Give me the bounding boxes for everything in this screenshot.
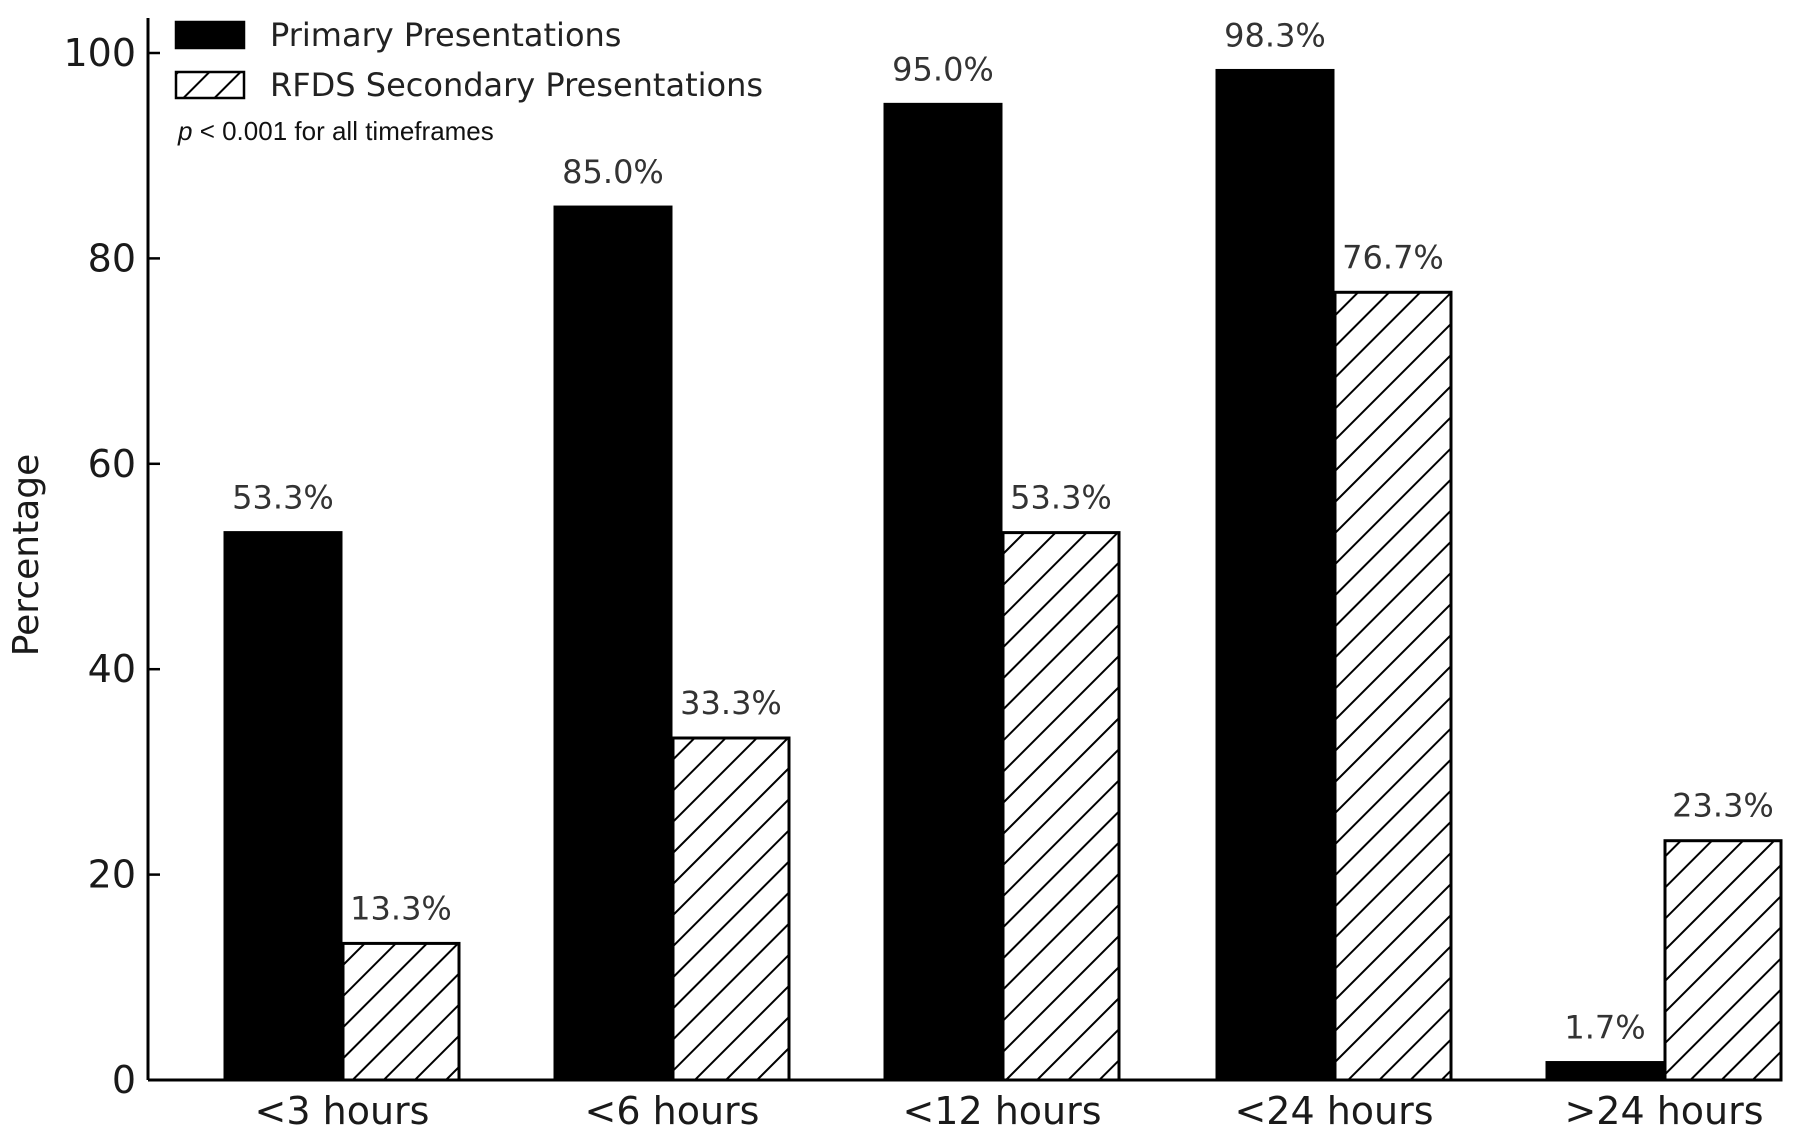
secondary-value-label-2: 33.3% xyxy=(680,684,782,722)
primary-value-label-5: 1.7% xyxy=(1564,1009,1645,1047)
primary-value-label-4: 98.3% xyxy=(1224,16,1326,54)
legend-swatch-secondary xyxy=(174,70,246,100)
y-tick-label-40: 40 xyxy=(88,647,136,691)
y-tick-label-100: 100 xyxy=(63,31,136,75)
primary-bar-5[interactable] xyxy=(1545,1061,1665,1082)
secondary-bar-2[interactable] xyxy=(671,736,791,1082)
primary-bar-2[interactable] xyxy=(553,205,673,1082)
x-tick-label-2: <6 hours xyxy=(585,1089,760,1133)
x-tick-label-1: <3 hours xyxy=(255,1089,430,1133)
secondary-value-label-4: 76.7% xyxy=(1342,238,1444,276)
secondary-bar-1[interactable] xyxy=(341,941,461,1082)
axes-layer: 0 20 40 60 80 100 <3 hours <6 hours <12 hours <24… xyxy=(6,18,1782,1133)
legend-label-secondary: RFDS Secondary Presentations xyxy=(270,66,763,104)
significance-note: p < 0.001 for all timeframes xyxy=(177,116,494,146)
secondary-value-label-5: 23.3% xyxy=(1672,787,1774,825)
x-tick-label-3: <12 hours xyxy=(902,1089,1101,1133)
data-labels-layer: 53.3% 85.0% 95.0% 98.3% 1.7% 13.3% 33.3% 53.3% 7… xyxy=(232,16,1774,1046)
legend-swatch-primary xyxy=(174,20,246,50)
secondary-value-label-1: 13.3% xyxy=(350,889,452,927)
secondary-bar-5[interactable] xyxy=(1663,839,1783,1082)
y-tick-label-80: 80 xyxy=(88,236,136,280)
note-p-symbol: p xyxy=(177,116,192,146)
y-tick-label-20: 20 xyxy=(88,853,136,897)
y-axis-title: Percentage xyxy=(6,454,47,657)
x-tick-label-4: <24 hours xyxy=(1234,1089,1433,1133)
primary-value-label-1: 53.3% xyxy=(232,479,334,517)
bars-layer xyxy=(223,68,1783,1082)
secondary-bar-4[interactable] xyxy=(1333,290,1453,1082)
primary-bar-4[interactable] xyxy=(1215,68,1335,1082)
legend-label-primary: Primary Presentations xyxy=(270,16,621,54)
y-tick-label-60: 60 xyxy=(88,442,136,486)
x-tick-label-5: >24 hours xyxy=(1564,1089,1763,1133)
primary-value-label-3: 95.0% xyxy=(892,50,994,88)
secondary-bar-3[interactable] xyxy=(1001,531,1121,1082)
primary-bar-1[interactable] xyxy=(223,531,343,1082)
primary-bar-3[interactable] xyxy=(883,102,1003,1082)
note-text-rest: < 0.001 for all timeframes xyxy=(192,116,493,146)
y-tick-label-0: 0 xyxy=(112,1058,136,1102)
primary-value-label-2: 85.0% xyxy=(562,153,664,191)
secondary-value-label-3: 53.3% xyxy=(1010,479,1112,517)
legend: Primary Presentations RFDS Secondary Pres… xyxy=(174,16,763,146)
